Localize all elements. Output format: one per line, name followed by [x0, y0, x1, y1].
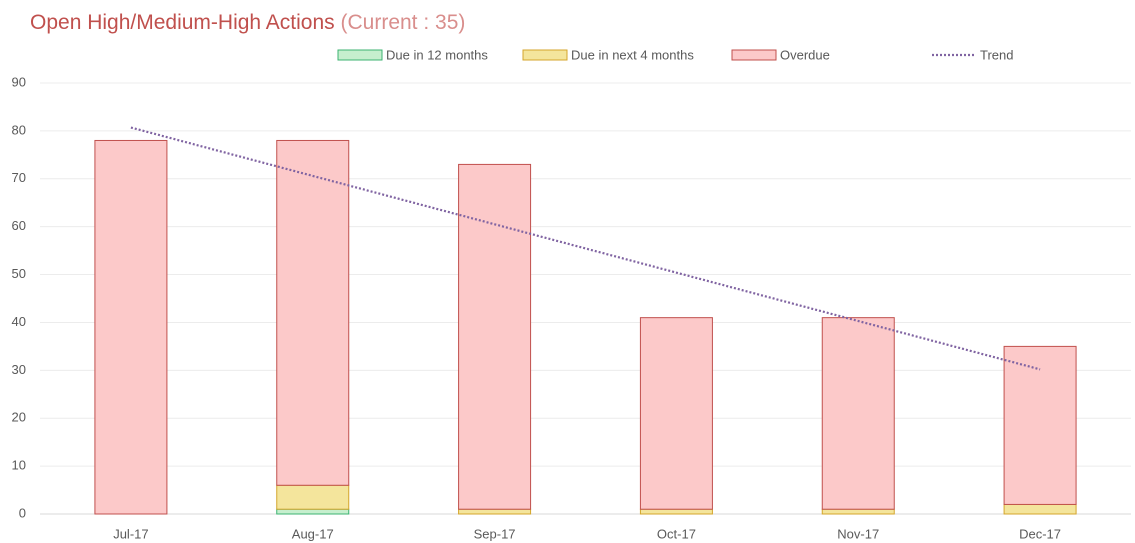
legend-label: Trend [980, 47, 1013, 62]
bar-segment [639, 317, 713, 510]
legend-swatch [522, 49, 568, 61]
bar-segment [639, 508, 713, 515]
legend-label: Due in next 4 months [571, 47, 694, 62]
y-tick-label: 70 [12, 170, 26, 185]
bar-segment [821, 508, 895, 515]
legend-swatch [731, 49, 777, 61]
y-tick-label: 30 [12, 362, 26, 377]
x-tick-label: Dec-17 [1019, 526, 1061, 541]
bar-segment [458, 163, 532, 510]
bar-segment [276, 484, 350, 510]
x-tick-label: Oct-17 [657, 526, 696, 541]
trend-line [130, 126, 1041, 371]
bar-segment [276, 139, 350, 486]
title-main: Open High/Medium-High Actions [30, 11, 335, 34]
x-tick-label: Nov-17 [837, 526, 879, 541]
x-tick-label: Aug-17 [292, 526, 334, 541]
bar-segment [1003, 345, 1077, 505]
bar-segment [821, 317, 895, 510]
bar-segment [276, 508, 350, 515]
x-tick-label: Jul-17 [113, 526, 148, 541]
x-tick-label: Sep-17 [474, 526, 516, 541]
title-note: (Current : 35) [341, 11, 466, 34]
chart-title: Open High/Medium-High Actions (Current :… [30, 11, 465, 34]
bar-segment [1003, 503, 1077, 515]
legend-label: Overdue [780, 47, 830, 62]
y-tick-label: 60 [12, 218, 26, 233]
y-tick-label: 80 [12, 122, 26, 137]
y-tick-label: 50 [12, 266, 26, 281]
y-tick-label: 10 [12, 458, 26, 473]
y-tick-label: 90 [12, 74, 26, 89]
legend-label: Due in 12 months [386, 47, 488, 62]
legend-swatch [337, 49, 383, 61]
bar-segment [458, 508, 532, 515]
y-tick-label: 20 [12, 410, 26, 425]
y-tick-label: 0 [19, 505, 26, 520]
bar-segment [94, 139, 168, 515]
y-tick-label: 40 [12, 314, 26, 329]
